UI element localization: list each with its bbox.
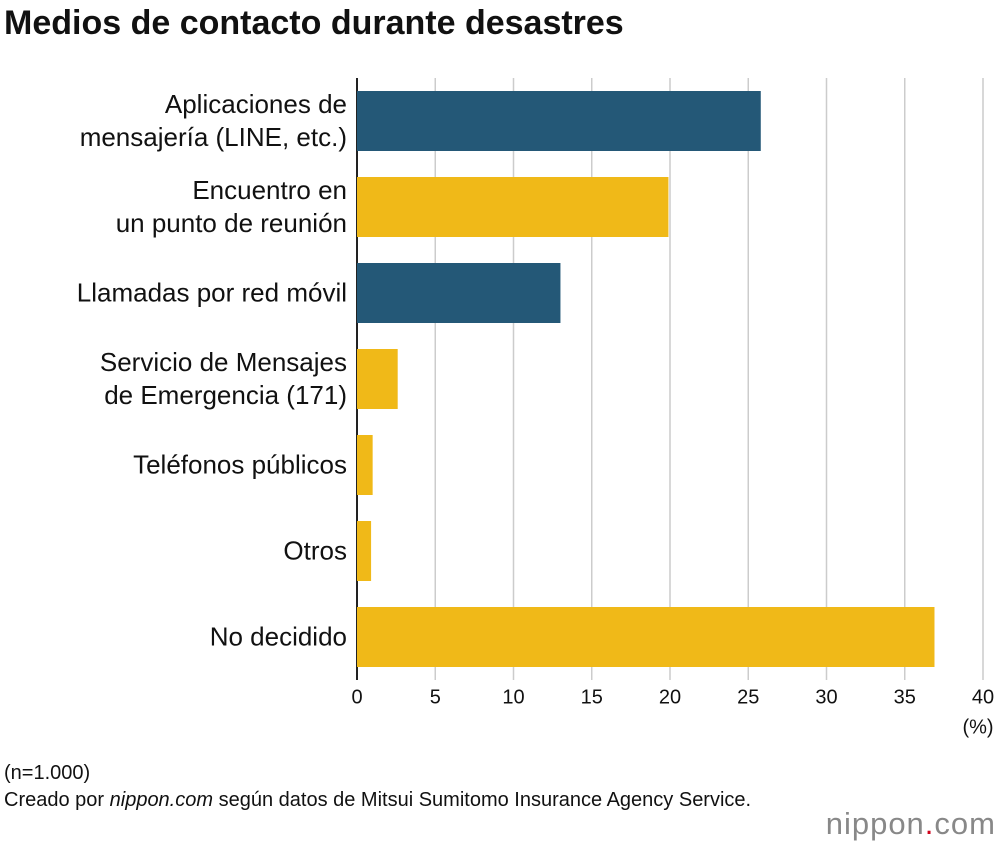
y-tick-label: Otros	[283, 535, 347, 566]
bar	[357, 607, 935, 667]
x-tick-label: 15	[581, 686, 603, 708]
note: (n=1.000)	[4, 762, 91, 784]
source-text: Creado por	[4, 789, 105, 811]
logo: nippon.com	[826, 806, 996, 842]
x-axis-label: (%)	[962, 716, 993, 738]
x-tick-label: 30	[815, 686, 837, 708]
bar	[357, 91, 761, 151]
x-tick-label: 5	[430, 686, 441, 708]
x-tick-label: 0	[351, 686, 362, 708]
chart-title: Medios de contacto durante desastres	[4, 4, 624, 42]
x-tick-label: 25	[737, 686, 759, 708]
logo-text: nippon	[825, 806, 925, 841]
bar	[357, 435, 373, 495]
source-site: nippon.com	[109, 789, 214, 811]
x-tick-label: 20	[659, 686, 681, 708]
y-tick-label: Teléfonos públicos	[133, 449, 347, 480]
bar	[357, 177, 669, 237]
logo-text: com	[934, 806, 996, 841]
y-tick-label: No decidido	[209, 621, 347, 652]
source-text: según datos de Mitsui Sumitomo Insurance…	[218, 789, 752, 811]
y-tick-label: Servicio de Mensajes de Emergencia (171)	[99, 347, 347, 410]
x-tick-label: 10	[502, 686, 524, 708]
y-tick-label: Llamadas por red móvil	[76, 277, 347, 308]
source: Creado por nippon.com según datos de Mit…	[4, 787, 764, 814]
logo-dot: .	[924, 806, 935, 841]
x-tick-label: 40	[972, 686, 994, 708]
bar	[357, 263, 561, 323]
y-tick-label: Encuentro en un punto de reunión	[115, 175, 347, 238]
bar	[357, 349, 398, 409]
footnote: (n=1.000) Creado por nippon.com según da…	[4, 760, 764, 814]
y-tick-label: Aplicaciones de mensajería (LINE, etc.)	[79, 89, 347, 152]
x-tick-label: 35	[894, 686, 916, 708]
bar	[357, 521, 372, 581]
